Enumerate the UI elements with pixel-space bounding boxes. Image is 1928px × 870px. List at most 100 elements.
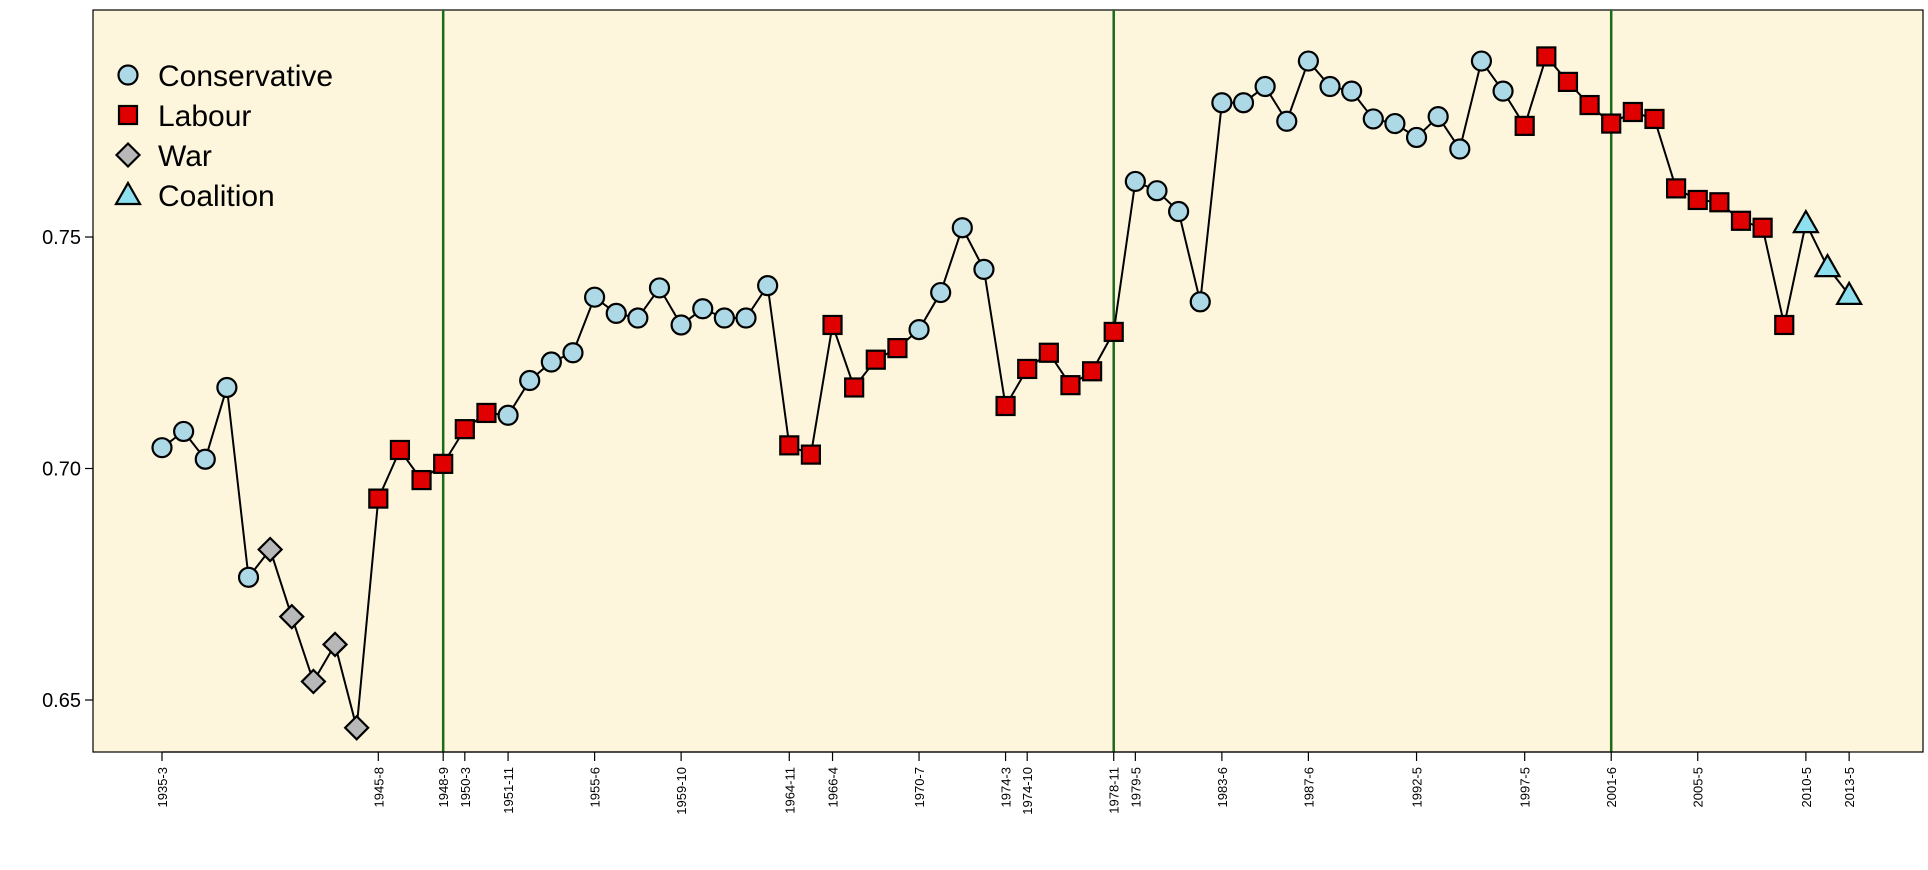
data-point	[605, 302, 627, 324]
x-tick-label: 1992-5	[1410, 767, 1425, 807]
x-tick-label: 1955-6	[588, 767, 603, 807]
data-point	[1601, 113, 1622, 134]
data-point	[343, 714, 370, 741]
data-point	[1060, 375, 1081, 396]
data-point	[930, 281, 952, 304]
legend-item: Coalition	[114, 180, 275, 213]
data-point	[1774, 314, 1795, 336]
data-point	[151, 437, 173, 459]
y-tick-label: 0.65	[42, 690, 81, 712]
data-point	[1687, 189, 1708, 211]
data-point	[583, 286, 606, 308]
x-tick-label: 1978-11	[1107, 767, 1122, 814]
data-point	[1813, 252, 1842, 278]
x-tick-label: 1979-5	[1128, 767, 1143, 807]
x-tick-label: 1945-8	[371, 767, 386, 807]
data-point	[433, 453, 454, 474]
data-point	[757, 275, 779, 297]
data-point	[1124, 170, 1146, 193]
data-point	[257, 536, 284, 563]
data-point	[300, 668, 327, 695]
y-tick-label: 0.75	[42, 227, 81, 249]
legend-item: Labour	[117, 100, 251, 133]
data-point	[278, 603, 305, 630]
data-point	[887, 338, 908, 359]
data-point	[1752, 217, 1773, 238]
data-point	[735, 307, 757, 329]
data-point	[368, 488, 389, 509]
data-point	[1709, 192, 1730, 213]
legend-item: War	[114, 140, 212, 173]
data-point	[800, 444, 822, 465]
data-point	[1319, 75, 1341, 98]
data-point	[995, 395, 1016, 417]
data-point	[648, 277, 671, 299]
data-point	[1730, 210, 1752, 231]
data-point	[1254, 75, 1276, 98]
x-tick-label: 1950-3	[458, 767, 473, 807]
data-point	[1557, 71, 1579, 92]
x-tick-label: 1951-11	[501, 767, 516, 814]
data-point	[670, 314, 692, 336]
y-tick-label: 0.70	[42, 459, 81, 481]
legend-marker	[117, 104, 139, 126]
x-tick-label: 1935-3	[155, 767, 170, 807]
data-point	[844, 377, 865, 398]
legend-marker	[114, 141, 142, 169]
data-point	[1103, 321, 1124, 343]
x-tick-label: 2005-5	[1691, 767, 1706, 807]
data-point	[562, 342, 584, 364]
x-tick-label: 1983-6	[1215, 767, 1230, 807]
data-point	[713, 307, 735, 329]
data-point	[1189, 291, 1211, 313]
data-point	[1038, 342, 1059, 363]
data-point	[1362, 108, 1384, 130]
data-point	[865, 349, 886, 370]
legend-label: Coalition	[158, 180, 275, 213]
data-point	[1536, 46, 1557, 67]
legend-marker	[117, 64, 139, 86]
data-point	[519, 369, 541, 392]
data-point	[454, 419, 475, 440]
data-point	[540, 351, 562, 373]
data-point	[476, 402, 497, 424]
data-point	[779, 435, 800, 456]
data-point	[1384, 112, 1406, 135]
data-point	[411, 469, 432, 491]
data-point	[908, 319, 930, 341]
data-point	[1427, 106, 1449, 128]
data-point	[1835, 280, 1864, 305]
x-tick-label: 1948-9	[436, 767, 451, 807]
x-tick-label: 1966-4	[826, 767, 841, 807]
x-axis: 1935-3 1945-8 1948-9 1950-3 1951-11 1955-6 195…	[155, 751, 1857, 815]
data-point	[497, 404, 519, 426]
x-tick-label: 1974-3	[999, 767, 1014, 807]
data-point	[692, 298, 714, 320]
x-tick-label: 1974-10	[1020, 767, 1035, 815]
legend-marker	[114, 180, 142, 206]
vertical-lines	[441, 10, 1613, 752]
data-point	[1492, 80, 1514, 102]
data-point	[237, 566, 260, 588]
legend-item: Conservative	[117, 60, 333, 93]
data-point	[822, 314, 843, 336]
data-point	[627, 307, 649, 329]
plot-background	[92, 9, 1924, 753]
x-tick-label: 2013-5	[1842, 767, 1857, 807]
data-point	[1514, 115, 1535, 136]
legend-label: Labour	[158, 100, 251, 133]
data-point	[1146, 180, 1168, 202]
data-point	[1449, 138, 1471, 160]
data-point	[1791, 208, 1820, 234]
data-point	[951, 217, 973, 239]
data-point	[1644, 108, 1665, 130]
data-point	[1341, 80, 1363, 102]
x-tick-label: 1964-11	[782, 767, 797, 814]
data-point	[1297, 50, 1319, 72]
data-point	[173, 420, 195, 443]
data-point	[1470, 50, 1493, 72]
data-point	[216, 376, 238, 399]
x-tick-label: 2010-5	[1799, 767, 1814, 807]
markers	[151, 46, 1864, 741]
